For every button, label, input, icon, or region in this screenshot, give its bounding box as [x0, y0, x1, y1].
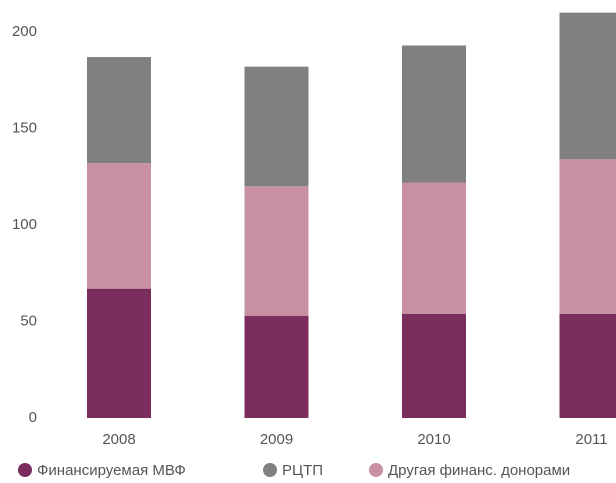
legend-marker — [18, 463, 32, 477]
x-tick-label: 2010 — [417, 431, 450, 448]
legend-marker — [369, 463, 383, 477]
y-tick-label: 200 — [12, 23, 37, 40]
bar-segment — [559, 12, 616, 160]
bar-segment — [402, 182, 466, 314]
y-tick-label: 50 — [20, 312, 37, 329]
y-tick-label: 0 — [29, 409, 37, 426]
bar-segment — [244, 315, 309, 418]
bar-segment — [87, 288, 151, 418]
bar-segment — [402, 45, 466, 183]
x-tick-label: 2009 — [260, 431, 293, 448]
legend-label: РЦТП — [282, 462, 323, 479]
y-tick-label: 100 — [12, 216, 37, 233]
bar-segment — [402, 313, 466, 418]
bar-segment — [87, 57, 151, 164]
legend-marker — [263, 463, 277, 477]
y-tick-label: 150 — [12, 119, 37, 136]
legend-label: Финансируемая МВФ — [37, 462, 186, 479]
legend-label: Другая финанс. донорами — [388, 462, 570, 479]
bar-segment — [87, 163, 151, 289]
x-tick-label: 2011 — [575, 431, 607, 448]
bar-segment — [559, 313, 616, 418]
bar-segment — [244, 66, 309, 187]
bar-segment — [244, 186, 309, 316]
x-tick-label: 2008 — [102, 431, 135, 448]
bar-segment — [559, 159, 616, 314]
